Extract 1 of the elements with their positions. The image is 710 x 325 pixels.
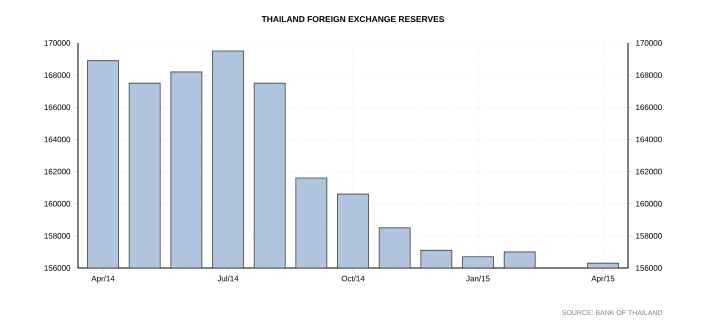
chart-title: THAILAND FOREIGN EXCHANGE RESERVES [262,16,444,22]
